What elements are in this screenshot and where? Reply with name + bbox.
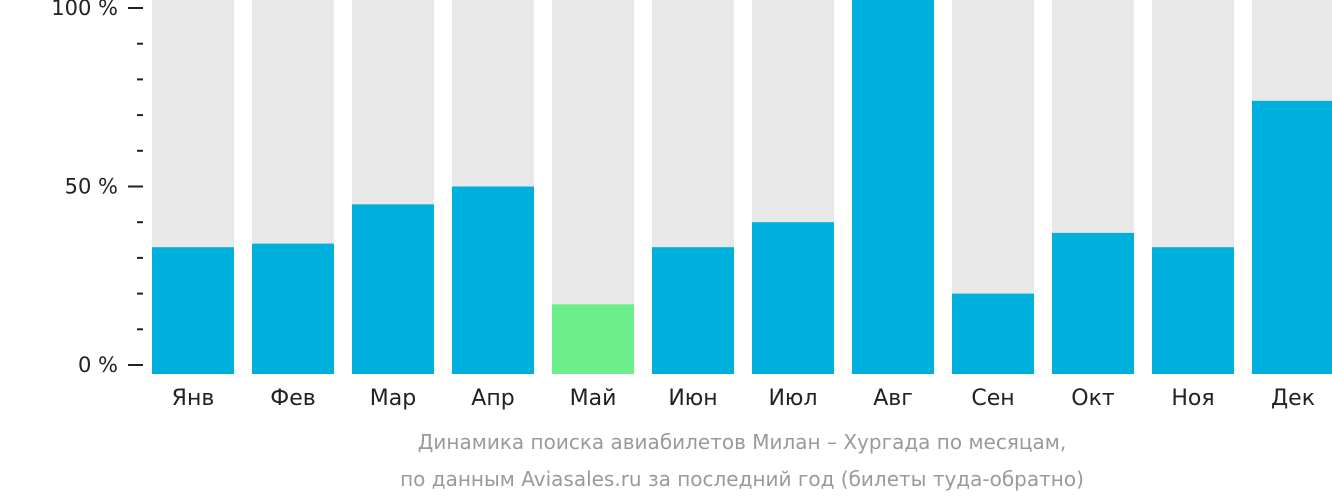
x-tick-label: Дек: [1271, 386, 1315, 411]
chart-caption-line-1: Динамика поиска авиабилетов Милан – Хург…: [417, 430, 1067, 454]
x-tick-label: Фев: [270, 386, 315, 411]
bar-1: [152, 247, 234, 374]
x-tick-label: Сен: [971, 386, 1014, 411]
bar-7: [752, 222, 834, 374]
y-tick-label: 50 %: [65, 175, 118, 199]
bar-chart: 0 % 50 % 100 % Янв Фев Мар Апр Май Июн Июл Авг Сен О…: [51, 0, 1332, 411]
y-tick-label: 100 %: [51, 0, 118, 20]
x-tick-label: Мар: [370, 386, 416, 411]
x-tick-label: Июн: [668, 386, 717, 411]
x-tick-label: Июл: [768, 386, 817, 411]
x-tick-label: Окт: [1071, 386, 1115, 411]
bar-11: [1152, 247, 1234, 374]
bar-6: [652, 247, 734, 374]
bar-5: [552, 304, 634, 374]
x-tick-label: Ноя: [1171, 386, 1214, 411]
x-tick-label: Апр: [471, 386, 514, 411]
bar-12: [1252, 100, 1332, 374]
bar-2: [252, 243, 334, 374]
bar-3: [352, 204, 434, 374]
bar-8: [852, 0, 934, 374]
x-tick-label: Май: [570, 386, 617, 411]
bar-10: [1052, 232, 1134, 374]
y-tick-label: 0 %: [78, 353, 118, 377]
chart-caption-line-2: по данным Aviasales.ru за последний год …: [400, 467, 1084, 491]
x-tick-label: Авг: [873, 386, 913, 411]
bar-4: [452, 186, 534, 374]
bar-9: [952, 293, 1034, 374]
x-tick-label: Янв: [172, 386, 215, 411]
